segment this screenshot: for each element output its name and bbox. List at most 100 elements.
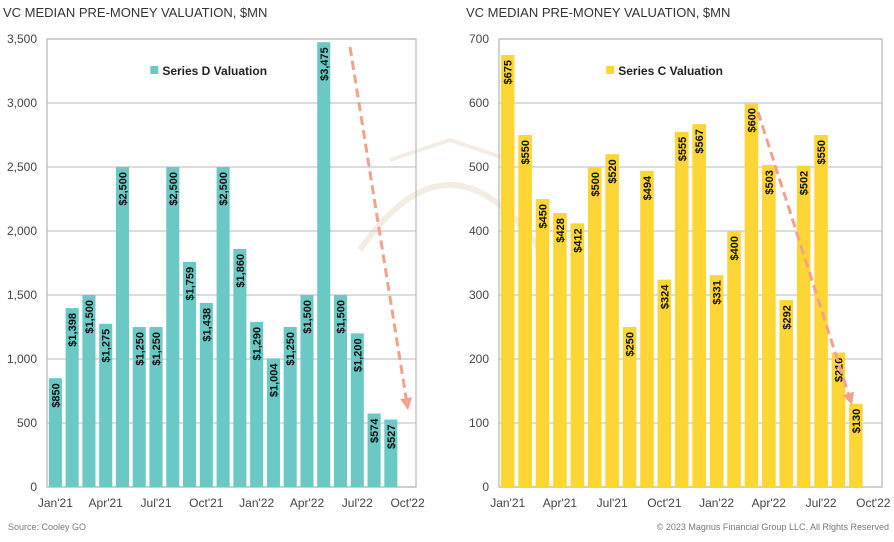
bar [317, 42, 331, 487]
data-label: $503 [764, 170, 776, 194]
data-label: $550 [520, 140, 532, 164]
data-label: $675 [503, 60, 515, 84]
y-tick-label: 400 [469, 224, 489, 238]
bar [216, 167, 230, 487]
x-tick-label: Oct'22 [856, 496, 891, 510]
data-label: $550 [816, 140, 828, 164]
y-tick-label: 2,000 [7, 224, 37, 238]
y-tick-label: 0 [30, 480, 37, 494]
y-tick-label: 3,500 [7, 32, 37, 46]
x-tick-label: Jul'21 [141, 496, 172, 510]
bar [199, 302, 213, 487]
legend-label: Series C Valuation [618, 64, 723, 78]
x-tick-label: Jan'21 [490, 496, 525, 510]
x-tick-label: Jul'22 [342, 496, 373, 510]
bar [48, 378, 62, 487]
data-label: $412 [572, 228, 584, 252]
data-label: $555 [677, 137, 689, 161]
data-label: $1,200 [352, 338, 364, 372]
y-tick-label: 300 [469, 288, 489, 302]
y-tick-label: 0 [482, 480, 489, 494]
data-label: $1,290 [252, 327, 264, 361]
bar [65, 308, 79, 487]
data-label: $1,759 [185, 267, 197, 301]
data-label: $850 [50, 383, 62, 407]
bar [727, 231, 741, 487]
data-label: $527 [386, 425, 398, 449]
bar [350, 333, 364, 487]
data-label: $1,500 [84, 300, 96, 334]
watermark-roof [389, 137, 511, 162]
bar [535, 199, 550, 487]
series-d-chart: 0 500 1,000 1,500 2,000 2,500 3,000 3,500 $850 $1… [7, 32, 425, 510]
data-label: $494 [642, 175, 654, 200]
bar [849, 403, 863, 487]
plot-frame [46, 38, 417, 488]
bar [692, 124, 706, 488]
bar [570, 223, 585, 487]
trend-arrow-head [400, 397, 413, 410]
chart-title-left: VC MEDIAN PRE-MONEY VALUATION, $MN [3, 5, 267, 20]
data-label: $1,250 [134, 332, 146, 366]
data-label: $250 [625, 332, 637, 356]
y-tick-label: 700 [469, 32, 489, 46]
bar [744, 103, 759, 487]
bar [587, 167, 602, 487]
data-label: $500 [590, 172, 602, 196]
data-label: $1,275 [101, 329, 113, 363]
bar [283, 327, 297, 487]
y-tick-label: 3,000 [7, 96, 37, 110]
source-note: Source: Cooley GO [8, 522, 86, 532]
x-tick-label: Apr'22 [290, 496, 325, 510]
data-label: $1,004 [268, 363, 280, 398]
bar [518, 135, 532, 487]
watermark-logo [357, 137, 543, 252]
trend-arrow-line [348, 46, 408, 399]
data-label: $2,500 [218, 172, 230, 206]
bar [132, 327, 146, 487]
data-label: $1,860 [235, 254, 247, 288]
x-tick-label: Apr'22 [752, 496, 787, 510]
trend-arrow-line [756, 111, 850, 395]
y-tick-label: 500 [17, 416, 37, 430]
y-tick-label: 1,500 [7, 288, 37, 302]
bar [709, 275, 724, 487]
bar [166, 167, 180, 487]
data-label: $130 [851, 409, 863, 433]
copyright-note: © 2023 Magnus Financial Group LLC. All R… [657, 522, 889, 532]
legend-swatch [606, 66, 615, 74]
data-label: $428 [555, 218, 567, 242]
y-tick-label: 2,500 [7, 160, 37, 174]
legend-label: Series D Valuation [162, 64, 267, 78]
bar [500, 55, 515, 487]
bar [115, 167, 130, 487]
data-label: $2,500 [117, 172, 129, 206]
data-label: $1,250 [285, 332, 297, 366]
plot-frame [498, 38, 883, 488]
data-label: $502 [799, 171, 811, 195]
data-label: $567 [694, 129, 706, 153]
bar [300, 295, 314, 487]
data-label: $3,475 [319, 47, 331, 81]
bar [605, 154, 619, 487]
bar [266, 358, 280, 487]
data-label: $520 [607, 159, 619, 183]
bar [333, 295, 348, 487]
data-label: $292 [781, 305, 793, 329]
bar [384, 419, 398, 487]
bar [250, 321, 264, 487]
x-tick-label: Apr'21 [89, 496, 124, 510]
x-tick-label: Oct'21 [189, 496, 224, 510]
data-label: $324 [659, 284, 671, 309]
bar [149, 327, 163, 487]
bar [831, 352, 846, 487]
data-label: $600 [746, 108, 758, 132]
bar [367, 413, 381, 487]
bar [233, 248, 247, 487]
x-tick-label: Apr'21 [543, 496, 578, 510]
data-label: $1,500 [302, 300, 314, 334]
data-label: $574 [369, 418, 381, 443]
x-tick-label: Jul'22 [806, 496, 837, 510]
data-label: $1,500 [336, 300, 348, 334]
